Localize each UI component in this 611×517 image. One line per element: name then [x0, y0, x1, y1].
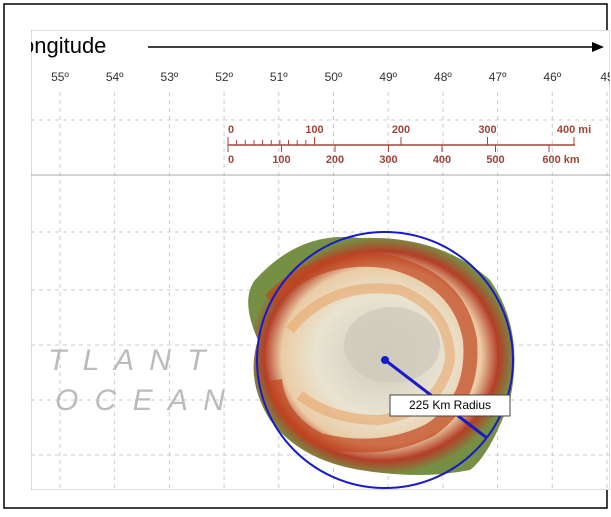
scale-km-label: 400 — [433, 154, 451, 166]
longitude-label: 49º — [379, 70, 397, 84]
scale-mile-label: 200 — [392, 124, 410, 136]
longitude-label: 46º — [543, 70, 561, 84]
longitude-label: 47º — [489, 70, 507, 84]
scale-mile-label: 0 — [228, 124, 234, 136]
longitude-label: 51º — [270, 70, 288, 84]
scale-km-label: 200 — [326, 154, 344, 166]
longitude-label: 55º — [51, 70, 69, 84]
ocean-label: O C E A N — [55, 384, 229, 417]
axis-title: ongitude — [22, 33, 106, 58]
scale-mile-label: 100 — [305, 124, 323, 136]
scale-km-label: 500 — [486, 154, 504, 166]
longitude-label: 52º — [215, 70, 233, 84]
scale-km-label: 0 — [228, 154, 234, 166]
center-point — [381, 356, 389, 364]
longitude-label: 54º — [106, 70, 124, 84]
annotation: 225 Km Radius — [409, 398, 491, 412]
map-figure: T L A N T O C E A N 225 Km Radius ongitu… — [0, 0, 611, 512]
longitude-label: 53º — [161, 70, 179, 84]
scale-km-label: 100 — [272, 154, 290, 166]
scale-km-label: 300 — [379, 154, 397, 166]
map-area: T L A N T O C E A N 225 Km Radius ongitu… — [22, 30, 611, 490]
scale-mile-label: 400 mi — [557, 124, 591, 136]
longitude-label: 45 — [600, 70, 611, 84]
longitude-label: 50º — [325, 70, 343, 84]
scale-km-label: 600 km — [542, 154, 580, 166]
longitude-label: 48º — [434, 70, 452, 84]
ocean-label: T L A N T — [48, 344, 210, 377]
scale-mile-label: 300 — [478, 124, 496, 136]
